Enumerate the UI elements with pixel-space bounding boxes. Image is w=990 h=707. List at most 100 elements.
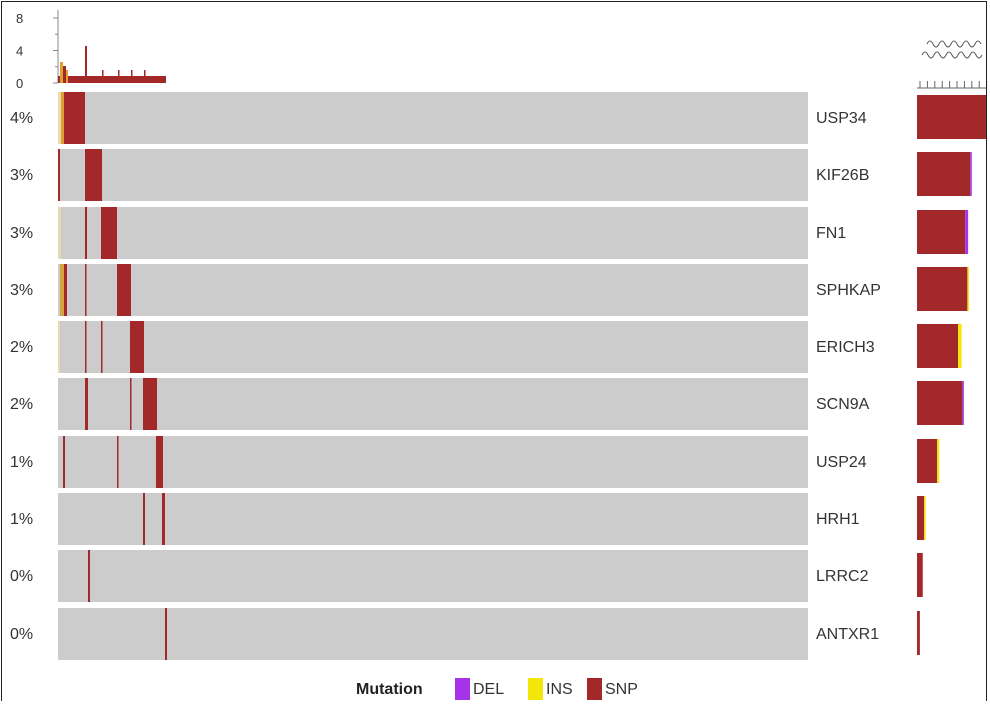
mutation-cell (58, 321, 60, 373)
gene-name-label: LRRC2 (816, 568, 869, 585)
mutation-cell (64, 264, 67, 316)
gene-name-label: ERICH3 (816, 339, 875, 356)
gene-frequency-label: 2% (10, 396, 33, 413)
mutation-cell (162, 493, 165, 545)
right-bar-snp (917, 210, 966, 254)
right-bar-snp (917, 439, 938, 483)
right-bar-del (970, 152, 972, 196)
gene-row-erich3: 2% ERICH3 (10, 321, 875, 373)
mutation-cell (85, 264, 87, 316)
gene-name-label: USP34 (816, 110, 867, 127)
legend-swatch-del (455, 678, 470, 700)
right-bar-snp (917, 381, 963, 425)
gene-name-label: FN1 (816, 225, 846, 242)
tmb-bar (102, 70, 104, 83)
tmb-axis-tick-label: 8 (16, 11, 23, 26)
right-bar-ins (924, 496, 926, 540)
mutation-cell (143, 493, 145, 545)
gene-row-background (58, 321, 808, 373)
gene-row-background (58, 493, 808, 545)
gene-name-label: KIF26B (816, 167, 869, 184)
right-bar-snp (917, 496, 925, 540)
mutation-cell (64, 92, 85, 144)
mutation-cell (85, 207, 87, 259)
mutation-cell (117, 436, 119, 488)
mutation-cell (85, 378, 88, 430)
right-bar-ins (967, 267, 969, 311)
gene-name-label: USP24 (816, 454, 867, 471)
gene-name-label: SPHKAP (816, 282, 881, 299)
right-bar-ins (958, 324, 962, 368)
mutation-cell (143, 378, 157, 430)
gene-row-fn1: 3% FN1 (10, 207, 846, 259)
tmb-axis-tick-label: 0 (16, 76, 23, 91)
right-axis-label-glyphs (926, 40, 982, 48)
tmb-bar (85, 46, 87, 83)
gene-row-kif26b: 3% KIF26B (10, 149, 869, 201)
gene-row-hrh1: 1% HRH1 (10, 493, 860, 545)
gene-row-background (58, 149, 808, 201)
right-bar-ins (937, 439, 940, 483)
gene-row-lrrc2: 0% LRRC2 (10, 550, 869, 602)
tmb-bar (118, 70, 120, 83)
mutation-cell (165, 608, 167, 660)
tmb-bar-base (58, 76, 166, 83)
right-bar-snp (917, 324, 959, 368)
tmb-bar-ins (60, 62, 63, 83)
mutation-cell (61, 92, 64, 144)
gene-row-background (58, 264, 808, 316)
right-bar-snp (917, 553, 923, 597)
tmb-axis-tick-label: 4 (16, 44, 23, 59)
gene-row-background (58, 436, 808, 488)
right-bar-snp (917, 95, 987, 139)
mutation-cell (58, 207, 61, 259)
mutation-cell (85, 321, 87, 373)
gene-frequency-label: 0% (10, 568, 33, 585)
gene-name-label: ANTXR1 (816, 626, 879, 643)
right-bar-panel (917, 40, 988, 655)
gene-row-antxr1: 0% ANTXR1 (10, 608, 879, 660)
gene-rows: 4% USP34 3% KIF26B 3% FN1 3% SPHKAP 2% ERICH3 2% SC… (10, 92, 881, 660)
gene-frequency-label: 1% (10, 511, 33, 528)
mutation-cell (156, 436, 163, 488)
gene-row-background (58, 207, 808, 259)
mutation-cell (58, 149, 60, 201)
tmb-bar (144, 70, 146, 83)
legend-swatch-ins (528, 678, 543, 700)
gene-row-background (58, 378, 808, 430)
right-bar-del (962, 381, 964, 425)
legend-label-snp: SNP (605, 681, 638, 698)
mutation-cell (101, 321, 103, 373)
gene-row-background (58, 608, 808, 660)
gene-row-usp34: 4% USP34 (10, 92, 867, 144)
right-bar-snp (917, 611, 920, 655)
tmb-bar (63, 66, 66, 83)
mutation-cell (101, 207, 117, 259)
mutation-cell (88, 550, 90, 602)
right-bar-snp (917, 267, 968, 311)
gene-name-label: HRH1 (816, 511, 860, 528)
legend-label-ins: INS (546, 681, 573, 698)
tmb-bar (131, 70, 133, 83)
legend-swatch-snp (587, 678, 602, 700)
mutation-cell (63, 436, 65, 488)
mutation-cell (130, 378, 132, 430)
gene-frequency-label: 3% (10, 225, 33, 242)
gene-row-usp24: 1% USP24 (10, 436, 867, 488)
gene-frequency-label: 0% (10, 626, 33, 643)
gene-frequency-label: 1% (10, 454, 33, 471)
tmb-axis: 8 4 0 (16, 10, 59, 91)
gene-frequency-label: 4% (10, 110, 33, 127)
legend-title: Mutation (356, 681, 423, 698)
tmb-bars (58, 46, 166, 83)
tmb-bar-ins (66, 70, 68, 83)
right-axis-label-glyphs (921, 51, 983, 59)
gene-frequency-label: 2% (10, 339, 33, 356)
gene-row-sphkap: 3% SPHKAP (10, 264, 881, 316)
gene-row-background (58, 92, 808, 144)
mutation-cell (130, 321, 144, 373)
mutation-legend: Mutation DEL INS SNP (356, 678, 638, 700)
